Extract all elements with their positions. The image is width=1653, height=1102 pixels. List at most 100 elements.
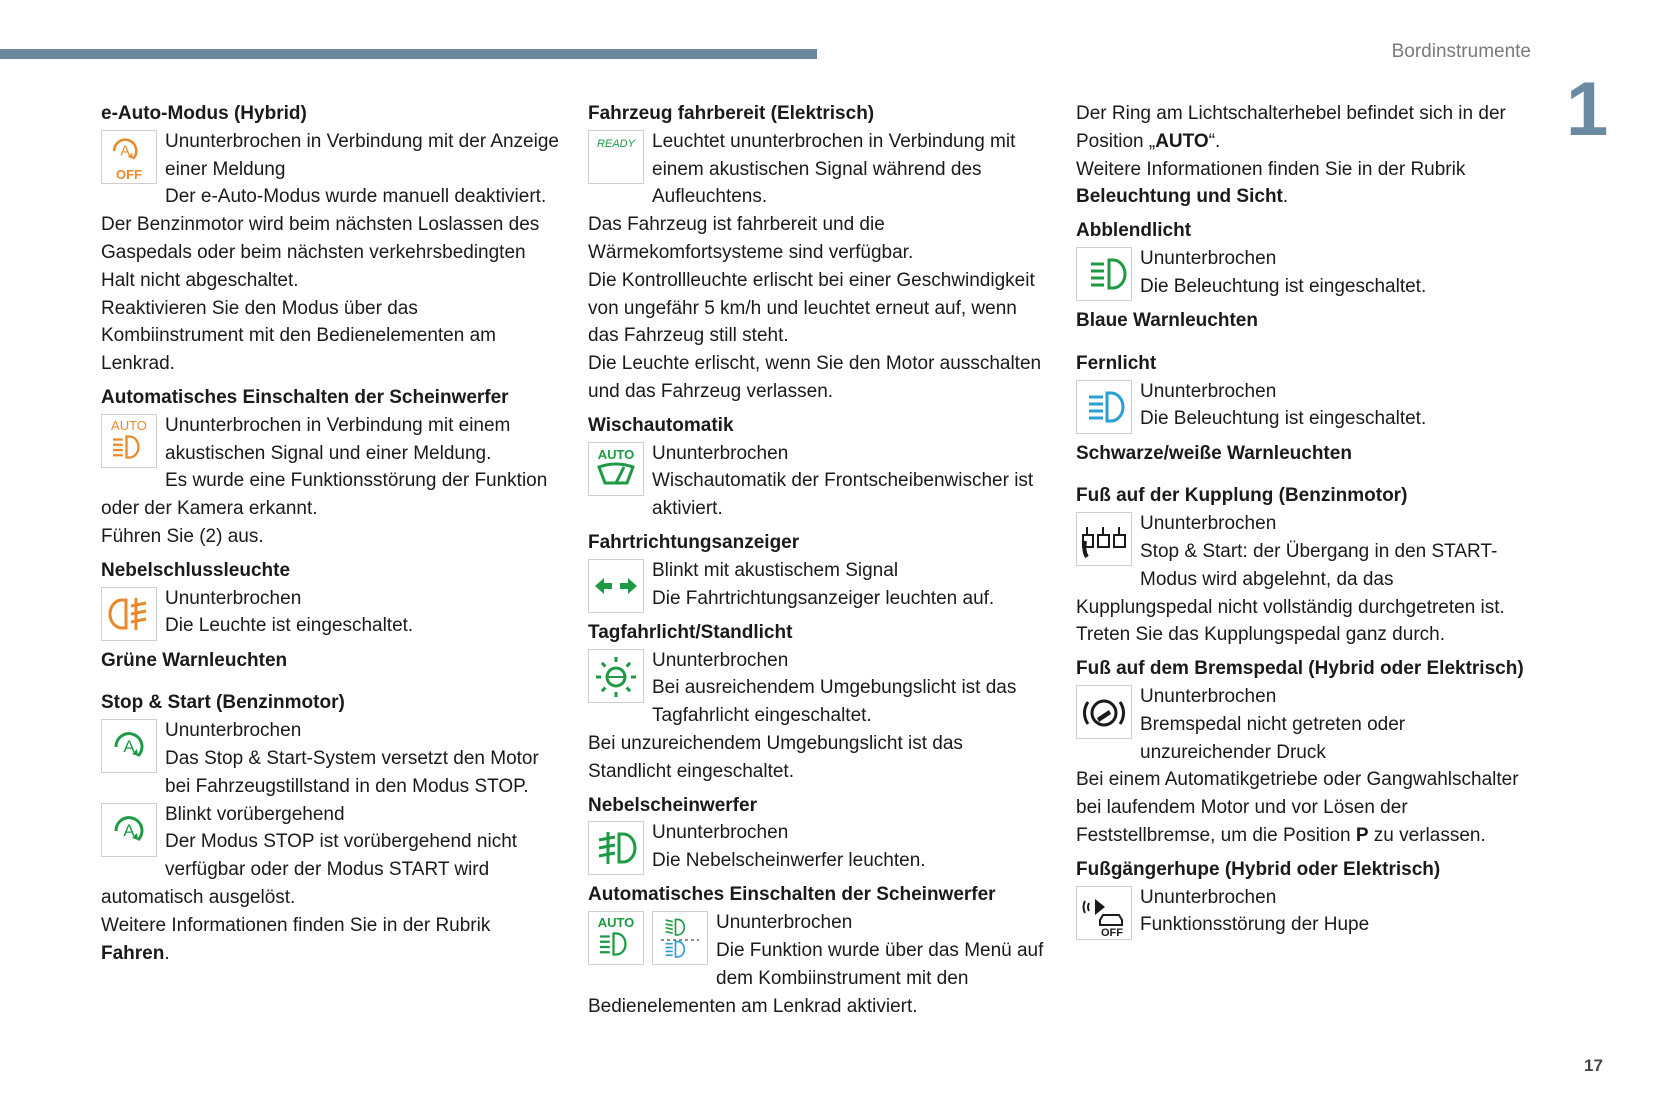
description-text: Das Fahrzeug ist fahrbereit und die Wärm… [588, 214, 914, 263]
emphasis-text: P [1355, 824, 1369, 846]
status-text: Ununterbrochen [1140, 380, 1277, 402]
auto-off-icon: A OFF [101, 129, 157, 184]
section-heading: Stop & Start (Benzinmotor) [101, 692, 345, 714]
warning-lamp-entry: Ununterbrochen Die Beleuchtung ist einges… [1076, 378, 1534, 434]
column-1: e-Auto-Modus (Hybrid) A OFF Ununterbrochen … [101, 100, 559, 967]
warning-lamp-entry: A Blinkt vorübergehend Der Modus STOP ist … [101, 801, 559, 968]
section-heading: Grüne Warnleuchten [101, 649, 288, 671]
stop-start-icon: A [101, 802, 157, 857]
icon-group: AUTO [588, 441, 644, 496]
warning-lamp-entry: READY Leuchtet ununterbrochen in Verbindu… [588, 128, 1046, 406]
description-text: Weitere Informationen finden Sie in der … [101, 912, 559, 968]
section-heading: Fahrzeug fahrbereit (Elektrisch) [588, 103, 875, 124]
icon-group: AUTO [588, 911, 708, 966]
status-text: Blinkt vorübergehend [165, 803, 345, 825]
icon-group [588, 558, 644, 613]
description-text: Die Nebelscheinwerfer leuchten. [652, 850, 926, 872]
description-text: Der Modus STOP ist vorübergehend nicht v… [101, 831, 518, 908]
warning-lamp-entry: AUTO Ununterbrochen Wischautomatik der Fro… [588, 440, 1046, 523]
status-text: Ununterbrochen [1140, 513, 1277, 535]
low-beam-icon [1076, 246, 1132, 301]
warning-lamp-entry: A Ununterbrochen Das Stop & Start-System v… [101, 717, 559, 800]
section-title: Bordinstrumente [1391, 41, 1531, 62]
warning-lamp-entry: AUTO Ununterbrochen in Verbindung mit ein… [101, 412, 559, 551]
description-text: Bei ausreichendem Umgebungslicht ist das… [652, 677, 1017, 727]
clutch-pedal-icon [1076, 512, 1132, 567]
icon-group: AUTO [101, 413, 157, 468]
description-text: Die Leuchte ist eingeschaltet. [165, 615, 414, 637]
warning-lamp-entry: OFF Ununterbrochen Funktionsstörung der Hu… [1076, 884, 1534, 940]
warning-lamp-entry: A OFF Ununterbrochen in Verbindung mit der… [101, 128, 559, 378]
section-heading: Fuß auf der Kupplung (Benzinmotor) [1076, 485, 1408, 507]
auto-headlamp-green-icon: AUTO [588, 911, 644, 966]
warning-lamp-entry: AUTO Ununterbrochen Die Funktion wurde übe… [588, 909, 1046, 1020]
svg-text:READY: READY [597, 138, 636, 150]
header-bar [0, 49, 817, 59]
text-segment: zu verlassen. [1368, 824, 1486, 846]
text-segment: . [164, 942, 170, 964]
description-text: Die Beleuchtung ist eingeschaltet. [1140, 275, 1427, 297]
section-heading: Blaue Warnleuchten [1076, 309, 1258, 331]
icon-group: A [101, 719, 157, 774]
pedestrian-horn-off-icon: OFF [1076, 885, 1132, 940]
status-text: Ununterbrochen in Verbindung mit der Anz… [165, 130, 559, 180]
section-heading: Fernlicht [1076, 352, 1157, 374]
description-text: Wischautomatik der Frontscheibenwischer … [652, 470, 1034, 520]
svg-text:A: A [120, 143, 130, 159]
svg-text:OFF: OFF [1101, 927, 1123, 937]
status-text: Ununterbrochen [1140, 886, 1277, 908]
icon-group [1076, 512, 1132, 567]
icon-group: OFF [1076, 885, 1132, 940]
emphasis-text: AUTO [1155, 130, 1209, 152]
description-text: Weitere Informationen finden Sie in der … [1076, 156, 1534, 212]
auto-headlamp-orange-icon: AUTO [101, 413, 157, 468]
section-heading: Fußgängerhupe (Hybrid oder Elektrisch) [1076, 858, 1441, 880]
section-heading: Fuß auf dem Bremspedal (Hybrid oder Elek… [1076, 658, 1524, 680]
column-3: Der Ring am Lichtschalterhebel befindet … [1076, 100, 1534, 940]
description-text: Die Kontrollleuchte erlischt bei einer G… [588, 269, 1035, 347]
svg-text:OFF: OFF [116, 167, 142, 181]
section-heading: Nebelschlussleuchte [101, 559, 291, 581]
high-beam-icon [1076, 379, 1132, 434]
auto-wiper-icon: AUTO [588, 441, 644, 496]
description-text: Treten Sie das Kupplungspedal ganz durch… [1076, 624, 1445, 646]
section-heading: Fahrtrichtungsanzeiger [588, 531, 800, 553]
description-text: Der Ring am Lichtschalterhebel befindet … [1076, 100, 1534, 156]
icon-group: READY [588, 129, 644, 184]
auto-high-beam-icon [652, 911, 708, 966]
warning-lamp-entry: Blinkt mit akustischem Signal Die Fahrtri… [588, 557, 1046, 613]
status-text: Ununterbrochen in Verbindung mit einem a… [165, 414, 511, 464]
description-text: Die Beleuchtung ist eingeschaltet. [1140, 408, 1427, 430]
ready-icon: READY [588, 129, 644, 184]
section-heading: e-Auto-Modus (Hybrid) [101, 103, 307, 124]
status-text: Blinkt mit akustischem Signal [652, 559, 899, 581]
svg-text:AUTO: AUTO [111, 418, 147, 433]
text-segment: Bei einem Automatikgetriebe oder Gangwah… [1076, 769, 1519, 846]
icon-group [1076, 246, 1132, 301]
section-heading: Abblendlicht [1076, 220, 1192, 242]
text-segment: “. [1208, 130, 1221, 152]
description-text: Der e-Auto-Modus wurde manuell deaktivie… [165, 186, 547, 208]
section-heading: Tagfahrlicht/Standlicht [588, 621, 793, 643]
section-heading: Nebelscheinwerfer [588, 794, 757, 816]
warning-lamp-entry: Ununterbrochen Stop & Start: der Übergang… [1076, 510, 1534, 649]
icon-group [588, 648, 644, 703]
icon-group [101, 586, 157, 641]
description-text: Das Stop & Start-System versetzt den Mot… [165, 747, 539, 797]
svg-text:A: A [123, 737, 135, 756]
status-text: Leuchtet ununterbrochen in Verbindung mi… [652, 130, 1016, 208]
description-text: Der Benzinmotor wird beim nächsten Losla… [101, 214, 540, 291]
status-text: Ununterbrochen [652, 442, 789, 464]
section-heading: Automatisches Einschalten der Scheinwerf… [588, 884, 996, 906]
front-fog-lamp-icon [588, 821, 644, 876]
description-text: Die Fahrtrichtungsanzeiger leuchten auf. [652, 587, 995, 609]
svg-text:AUTO: AUTO [598, 915, 635, 930]
description-text: Stop & Start: der Übergang in den START-… [1076, 540, 1505, 618]
status-text: Ununterbrochen [652, 649, 789, 671]
text-segment: Weitere Informationen finden Sie in der … [1076, 158, 1466, 180]
status-text: Ununterbrochen [165, 720, 302, 742]
emphasis-text: Fahren [101, 942, 165, 964]
warning-lamp-entry: Ununterbrochen Die Nebelscheinwerfer leuc… [588, 819, 1046, 876]
icon-group [1076, 684, 1132, 739]
text-segment: . [1282, 186, 1289, 208]
